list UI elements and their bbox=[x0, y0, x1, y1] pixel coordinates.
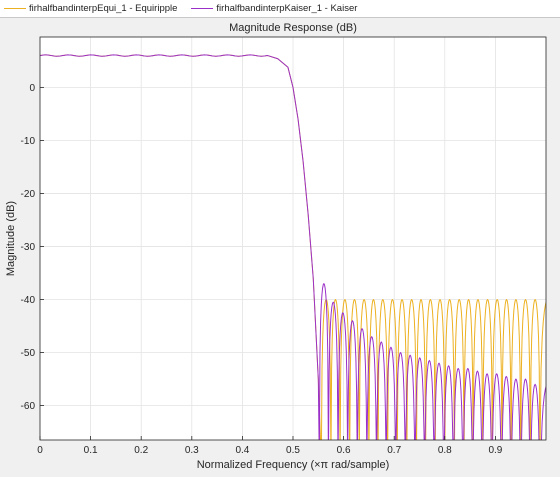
y-tick-label: -50 bbox=[21, 348, 36, 359]
x-tick-label: 0.5 bbox=[286, 445, 300, 456]
chart-title: Magnitude Response (dB) bbox=[229, 22, 357, 34]
y-tick-label: -10 bbox=[21, 136, 36, 147]
y-axis-label: Magnitude (dB) bbox=[5, 201, 17, 276]
legend-item-equiripple[interactable]: firhalfbandinterpEqui_1 - Equiripple bbox=[4, 3, 177, 14]
y-tick-label: -20 bbox=[21, 189, 36, 200]
y-tick-label: 0 bbox=[29, 83, 35, 94]
series-layer bbox=[40, 54, 546, 440]
legend: firhalfbandinterpEqui_1 - Equiripple fir… bbox=[0, 0, 560, 18]
x-tick-label: 0.3 bbox=[185, 445, 199, 456]
legend-label-kaiser: firhalfbandinterpKaiser_1 - Kaiser bbox=[216, 3, 358, 14]
ticks: 0 0.1 0.2 0.3 0.4 0.5 0.6 0.7 0.8 0.9 0 -10 -20 -30 -4… bbox=[21, 83, 503, 456]
x-tick-label: 0.1 bbox=[84, 445, 98, 456]
x-tick-label: 0.6 bbox=[337, 445, 351, 456]
legend-item-kaiser[interactable]: firhalfbandinterpKaiser_1 - Kaiser bbox=[191, 3, 357, 14]
x-tick-label: 0.7 bbox=[387, 445, 401, 456]
y-tick-label: -60 bbox=[21, 401, 36, 412]
legend-swatch-equiripple bbox=[4, 8, 26, 9]
magnitude-response-chart: 0 0.1 0.2 0.3 0.4 0.5 0.6 0.7 0.8 0.9 0 -10 -20 -30 -4… bbox=[5, 22, 547, 471]
x-axis-label: Normalized Frequency (×π rad/sample) bbox=[197, 459, 390, 471]
x-tick-label: 0.4 bbox=[235, 445, 249, 456]
legend-swatch-kaiser bbox=[191, 8, 214, 9]
y-tick-label: -30 bbox=[21, 242, 36, 253]
x-tick-label: 0.9 bbox=[488, 445, 502, 456]
x-tick-label: 0.2 bbox=[134, 445, 148, 456]
x-tick-label: 0.8 bbox=[438, 445, 452, 456]
y-tick-label: -40 bbox=[21, 295, 36, 306]
series-kaiser bbox=[40, 54, 546, 440]
series-line-kaiser bbox=[40, 54, 546, 440]
legend-label-equiripple: firhalfbandinterpEqui_1 - Equiripple bbox=[29, 3, 178, 14]
x-tick-label: 0 bbox=[37, 445, 43, 456]
